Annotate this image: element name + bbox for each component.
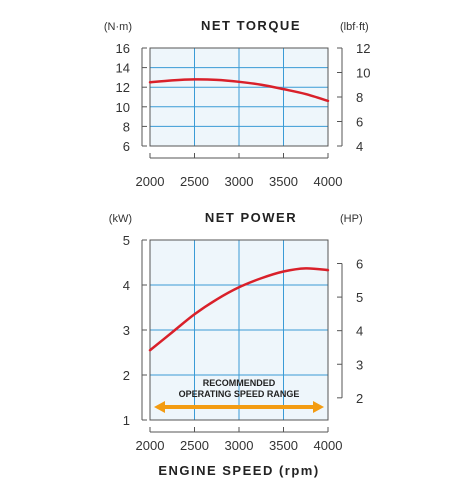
- y-tick-label: 5: [123, 233, 130, 248]
- y-tick-label: 8: [123, 119, 130, 134]
- y2-tick-label: 10: [356, 66, 370, 81]
- y-tick-label: 2: [123, 368, 130, 383]
- operating-range-arrowhead-right: [313, 401, 324, 413]
- x-tick-label: 3500: [269, 174, 298, 189]
- y2-tick-label: 8: [356, 90, 363, 105]
- x-tick-label: 3000: [225, 438, 254, 453]
- y2-tick-label: 2: [356, 391, 363, 406]
- right-unit-label: (HP): [340, 213, 363, 225]
- y-tick-label: 4: [123, 278, 130, 293]
- x-tick-label: 4000: [314, 438, 343, 453]
- y-tick-label: 10: [116, 100, 130, 115]
- y2-tick-label: 5: [356, 290, 363, 305]
- y2-tick-label: 6: [356, 257, 363, 272]
- right-unit-label: (lbf·ft): [340, 21, 369, 33]
- x-tick-label: 4000: [314, 174, 343, 189]
- x-tick-label: 2500: [180, 438, 209, 453]
- y-tick-label: 14: [116, 61, 130, 76]
- chart-title: NET POWER: [205, 210, 297, 225]
- x-tick-label: 2000: [136, 174, 165, 189]
- x-axis-label: ENGINE SPEED (rpm): [158, 463, 319, 478]
- y-tick-label: 1: [123, 413, 130, 428]
- y2-tick-label: 6: [356, 115, 363, 130]
- plot-border: [149, 47, 329, 147]
- chart-title: NET TORQUE: [201, 18, 301, 33]
- annotation-line2: OPERATING SPEED RANGE: [179, 389, 300, 399]
- x-tick-label: 2000: [136, 438, 165, 453]
- y2-tick-label: 4: [356, 324, 363, 339]
- y2-tick-label: 12: [356, 41, 370, 56]
- left-unit-label: (N·m): [104, 21, 132, 33]
- y-tick-label: 6: [123, 139, 130, 154]
- y2-tick-label: 3: [356, 357, 363, 372]
- x-tick-label: 3500: [269, 438, 298, 453]
- x-tick-label: 3000: [225, 174, 254, 189]
- x-tick-label: 2500: [180, 174, 209, 189]
- annotation-line1: RECOMMENDED: [203, 378, 276, 388]
- operating-range-arrowhead-left: [154, 401, 165, 413]
- y-tick-label: 12: [116, 80, 130, 95]
- y-tick-label: 16: [116, 41, 130, 56]
- series-line-torque: [148, 78, 330, 103]
- y2-tick-label: 4: [356, 139, 363, 154]
- y-tick-label: 3: [123, 323, 130, 338]
- left-unit-label: (kW): [109, 213, 132, 225]
- plot-border: [149, 239, 329, 421]
- series-line-power: [148, 267, 330, 352]
